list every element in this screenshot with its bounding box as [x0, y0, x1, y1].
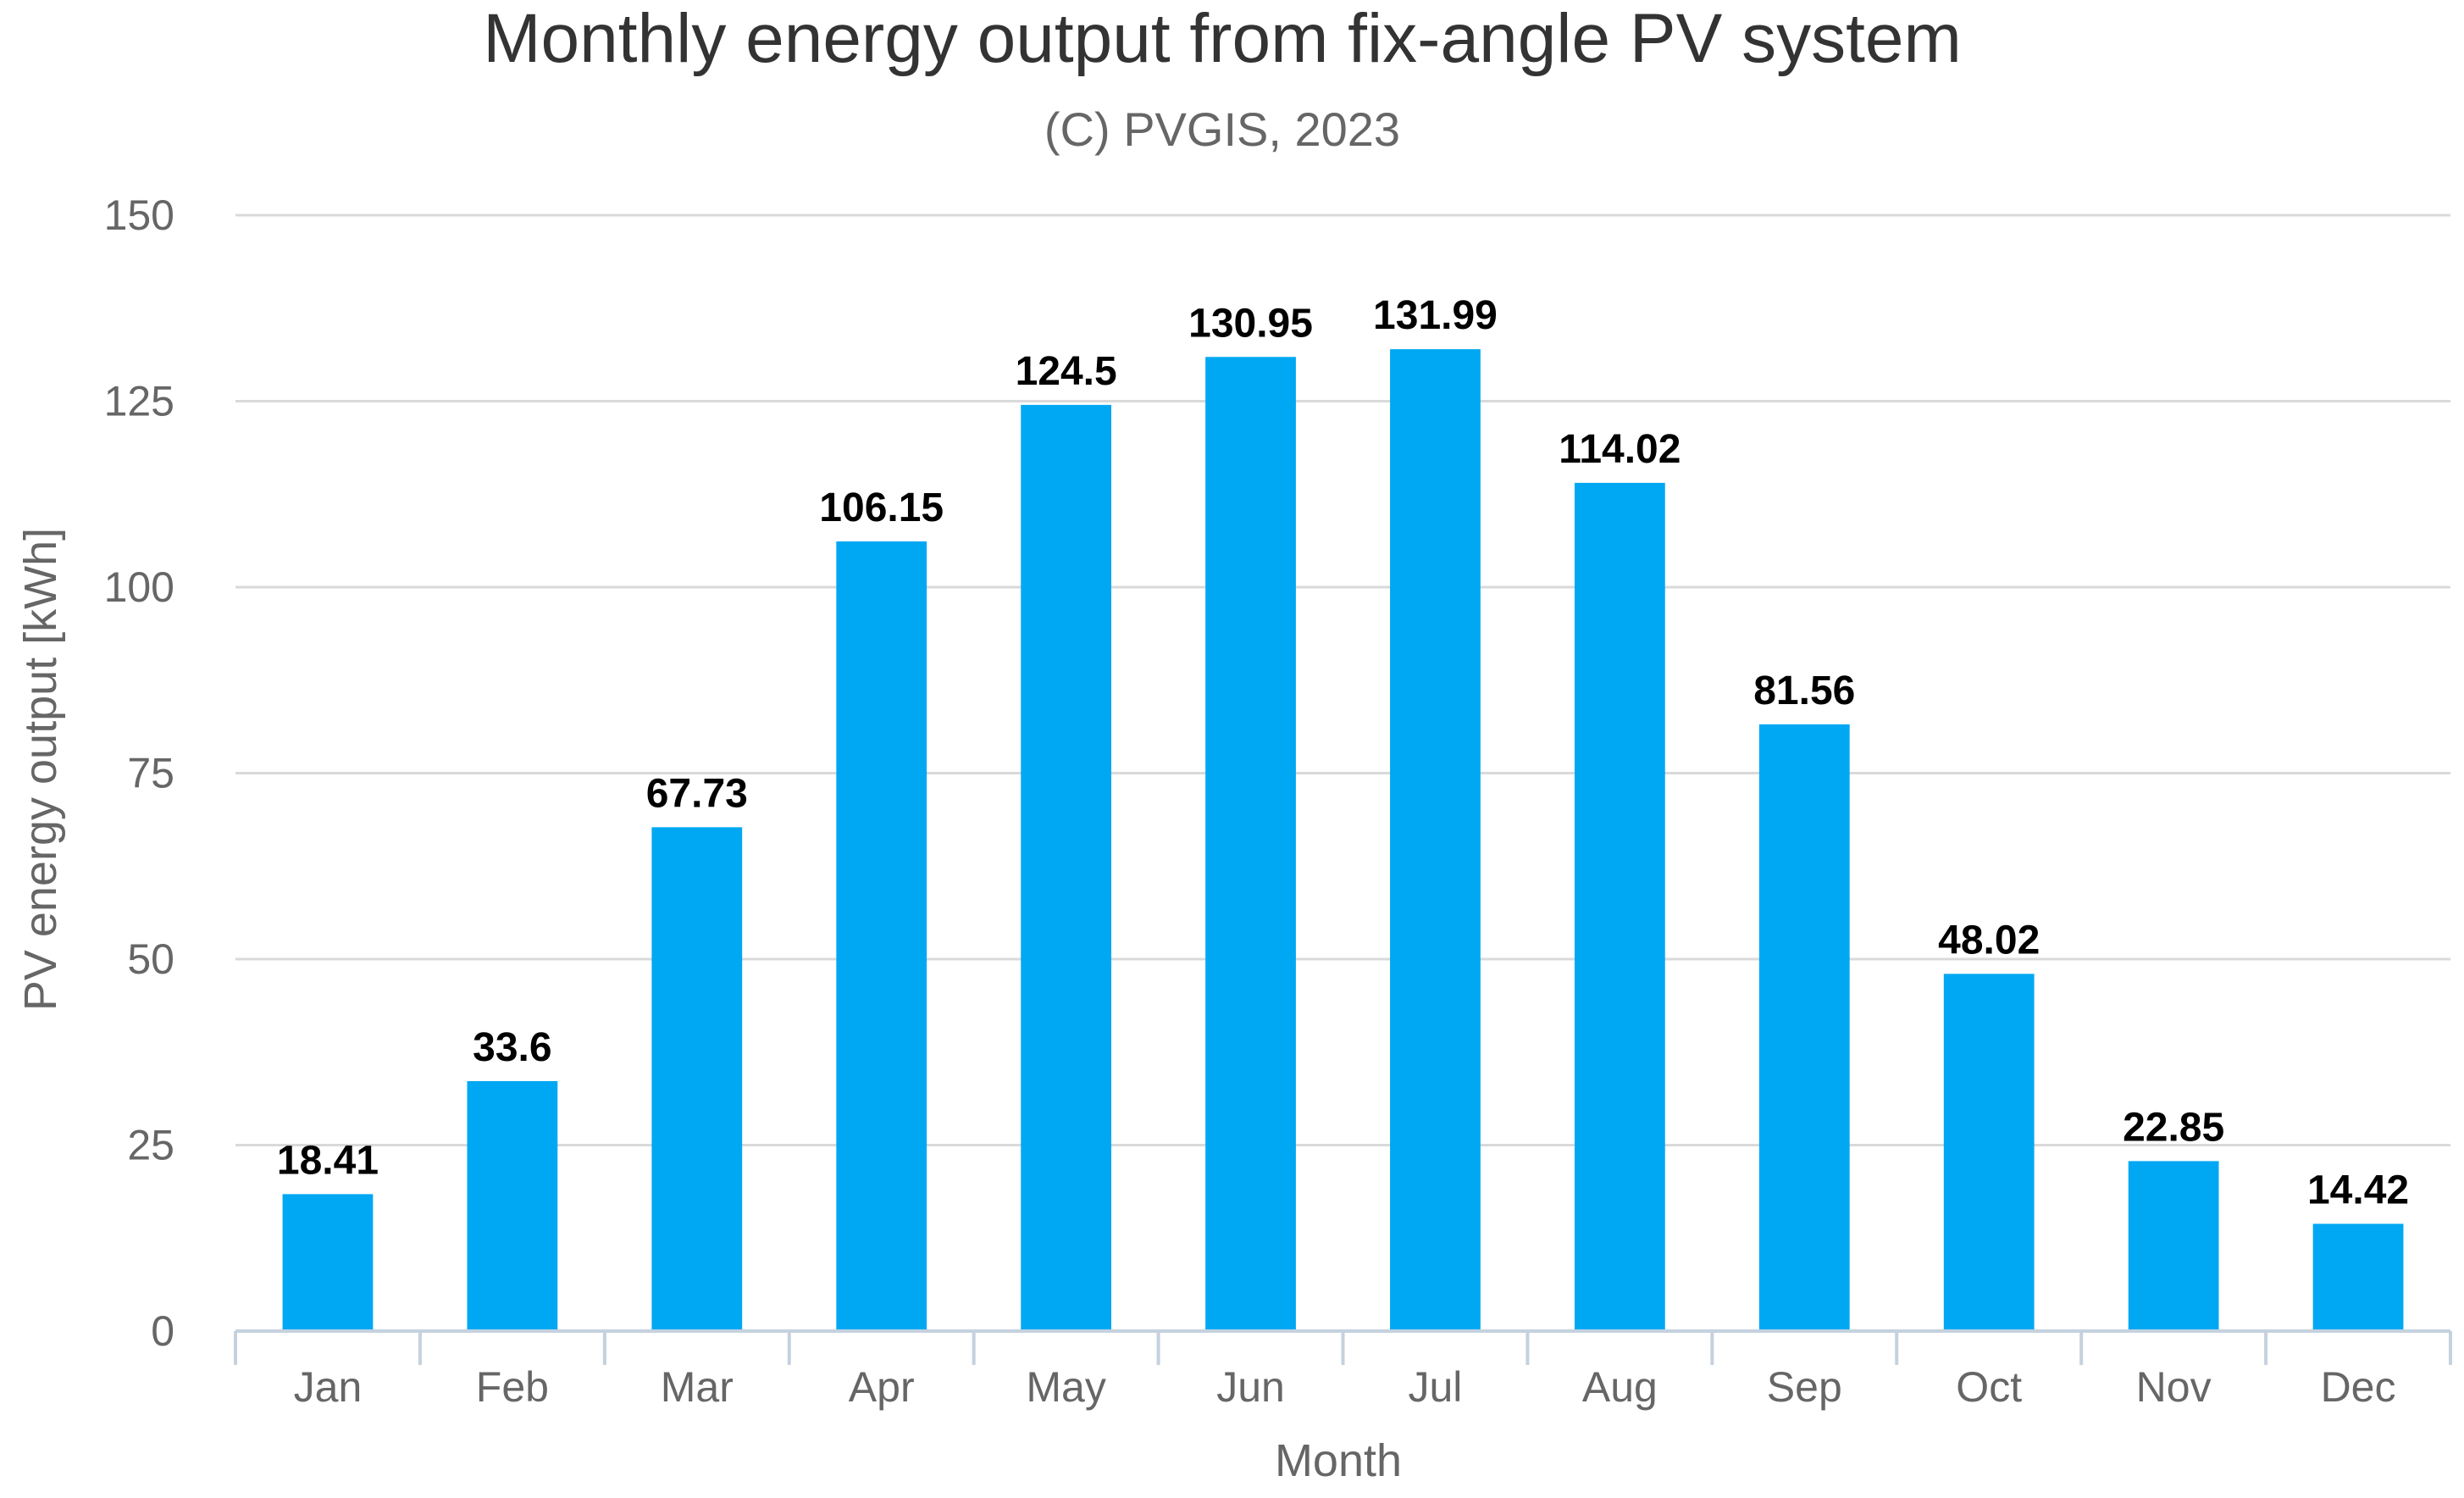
x-tick-label-oct: Oct: [1956, 1363, 2022, 1411]
data-label-jun: 130.95: [1188, 301, 1313, 346]
gridlines: [235, 214, 2450, 1146]
bar-nov: [2128, 1161, 2219, 1331]
bar-jul: [1390, 349, 1481, 1331]
x-tick-label-jul: Jul: [1408, 1363, 1462, 1411]
x-tick-label-dec: Dec: [2321, 1363, 2396, 1411]
x-tick-label-jan: Jan: [294, 1363, 363, 1411]
y-tick-label: 25: [127, 1122, 174, 1169]
bar-sep: [1758, 724, 1850, 1331]
x-tick-label-mar: Mar: [661, 1363, 734, 1411]
bar-feb: [467, 1080, 558, 1331]
bar-oct: [1943, 974, 2035, 1331]
data-label-feb: 33.6: [473, 1025, 551, 1070]
data-label-mar: 67.73: [646, 771, 748, 816]
y-tick-label: 125: [104, 378, 174, 425]
bar-series: [282, 349, 2404, 1331]
y-tick-label: 75: [127, 750, 174, 797]
bar-dec: [2312, 1223, 2404, 1331]
x-tick-label-nov: Nov: [2136, 1363, 2212, 1411]
bar-aug: [1574, 482, 1665, 1331]
y-tick-label: 150: [104, 191, 174, 239]
data-labels: 18.41 33.6 67.73 106.15 124.5 130.95 131.99 114…: [277, 293, 2409, 1212]
x-axis: Jan Feb Mar Apr May Jun Jul Aug Sep Oct Nov Dec: [234, 1329, 2452, 1411]
x-axis-label: Month: [1275, 1435, 1402, 1486]
y-axis-ticks: 0 25 50 75 100 125 150: [104, 191, 174, 1355]
x-tick-label-apr: Apr: [849, 1363, 915, 1411]
x-tick-label-feb: Feb: [476, 1363, 549, 1411]
data-label-aug: 114.02: [1559, 427, 1681, 472]
data-label-dec: 14.42: [2307, 1168, 2409, 1212]
data-label-oct: 48.02: [1938, 918, 2040, 963]
y-tick-label: 0: [151, 1307, 174, 1355]
x-tick-label-aug: Aug: [1582, 1363, 1658, 1411]
data-label-may: 124.5: [1016, 349, 1117, 394]
chart-subtitle: (C) PVGIS, 2023: [1044, 103, 1400, 156]
bar-may: [1021, 404, 1112, 1331]
data-label-jul: 131.99: [1373, 293, 1498, 338]
bar-apr: [836, 541, 927, 1331]
x-tick-label-may: May: [1026, 1363, 1105, 1411]
y-tick-label: 50: [127, 935, 174, 983]
x-tick-label-sep: Sep: [1767, 1363, 1842, 1411]
bar-jan: [282, 1194, 374, 1331]
data-label-apr: 106.15: [819, 485, 944, 530]
bar-mar: [651, 827, 743, 1331]
data-label-sep: 81.56: [1753, 669, 1855, 713]
data-label-jan: 18.41: [277, 1138, 379, 1183]
bar-jun: [1205, 357, 1296, 1331]
chart-title: Monthly energy output from fix-angle PV …: [483, 0, 1962, 77]
data-label-nov: 22.85: [2123, 1105, 2224, 1150]
x-tick-label-jun: Jun: [1216, 1363, 1285, 1411]
y-tick-label: 100: [104, 563, 174, 611]
y-axis-label: PV energy output [kWh]: [15, 528, 66, 1011]
